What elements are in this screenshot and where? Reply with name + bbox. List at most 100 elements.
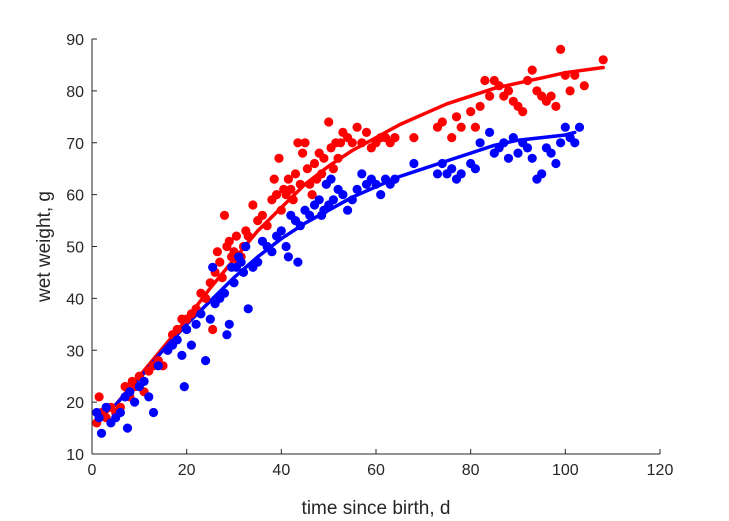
data-point [527, 65, 537, 75]
data-point [551, 158, 561, 169]
data-point [172, 324, 182, 335]
data-point [191, 319, 201, 329]
data-point [579, 81, 589, 91]
x-ticks: 0 20 40 60 80 100 120 [88, 449, 674, 479]
data-point [231, 231, 241, 241]
data-point [456, 169, 466, 179]
data-point [295, 179, 305, 189]
data-point [274, 153, 284, 163]
data-point [319, 153, 329, 163]
data-point [556, 138, 566, 148]
data-point [513, 148, 523, 158]
data-point [208, 324, 218, 335]
data-point [101, 402, 111, 412]
data-point [470, 122, 480, 132]
x-tick-label: 100 [552, 462, 579, 479]
data-point [409, 133, 419, 143]
data-point [179, 382, 189, 392]
data-point [347, 138, 357, 148]
data-point [267, 247, 277, 257]
data-point [122, 423, 133, 433]
data-point [288, 195, 298, 205]
data-point [390, 133, 400, 143]
series-0-points [92, 44, 608, 428]
data-point [243, 231, 253, 241]
data-point [352, 122, 362, 132]
data-point [290, 169, 301, 179]
data-point [305, 210, 315, 220]
data-point [565, 86, 575, 96]
data-point [253, 257, 263, 267]
data-point [314, 195, 324, 205]
data-point [153, 361, 163, 371]
data-point [212, 247, 222, 257]
data-point [333, 153, 343, 163]
data-point [522, 75, 533, 86]
data-point [317, 169, 327, 179]
data-point [456, 122, 466, 132]
data-point [307, 190, 317, 200]
data-point [475, 138, 485, 148]
data-point [94, 392, 104, 402]
data-point [338, 190, 348, 200]
data-point [201, 293, 211, 303]
data-point [286, 184, 296, 194]
x-axis-title: time since birth, d [302, 498, 451, 519]
y-tick-label: 50 [66, 240, 84, 257]
data-point [300, 138, 310, 148]
data-point [305, 179, 315, 189]
data-point [269, 174, 279, 184]
data-point [224, 319, 234, 329]
data-point [229, 278, 239, 288]
data-point [283, 252, 293, 262]
data-point [390, 174, 400, 184]
data-point [470, 164, 480, 174]
data-point [328, 164, 338, 174]
data-point [499, 138, 509, 148]
y-tick-label: 90 [66, 32, 84, 49]
data-point [503, 86, 514, 96]
data-point [208, 262, 218, 272]
data-point [219, 288, 230, 298]
data-point [238, 267, 249, 277]
data-point [182, 324, 192, 335]
data-point [447, 164, 457, 174]
data-point [224, 236, 234, 246]
data-point [437, 158, 447, 169]
data-point [125, 387, 135, 397]
data-point [293, 138, 303, 148]
data-point [357, 169, 367, 179]
data-point [574, 122, 585, 132]
y-tick-label: 70 [66, 136, 84, 153]
data-point [177, 350, 187, 360]
data-point [262, 221, 272, 231]
data-point [522, 143, 533, 153]
data-point [485, 91, 495, 101]
data-point [518, 107, 528, 117]
data-point [527, 153, 537, 163]
data-point [139, 376, 149, 386]
data-point [222, 330, 232, 340]
data-point [409, 158, 419, 169]
x-tick-label: 120 [647, 462, 674, 479]
data-point [437, 117, 447, 127]
y-tick-label: 80 [66, 84, 84, 101]
data-point [451, 112, 462, 122]
x-tick-label: 0 [88, 462, 97, 479]
data-point [371, 179, 381, 189]
data-point [94, 413, 104, 423]
data-point [148, 407, 159, 418]
data-point [494, 81, 504, 91]
data-point [328, 195, 338, 205]
x-tick-label: 20 [178, 462, 196, 479]
data-point [570, 138, 580, 148]
data-point [241, 241, 251, 252]
data-point [272, 190, 282, 200]
data-point [343, 205, 353, 215]
data-point [485, 127, 495, 137]
data-point [281, 241, 291, 252]
data-point [466, 107, 476, 117]
data-point [219, 210, 230, 220]
x-tick-label: 60 [367, 462, 385, 479]
